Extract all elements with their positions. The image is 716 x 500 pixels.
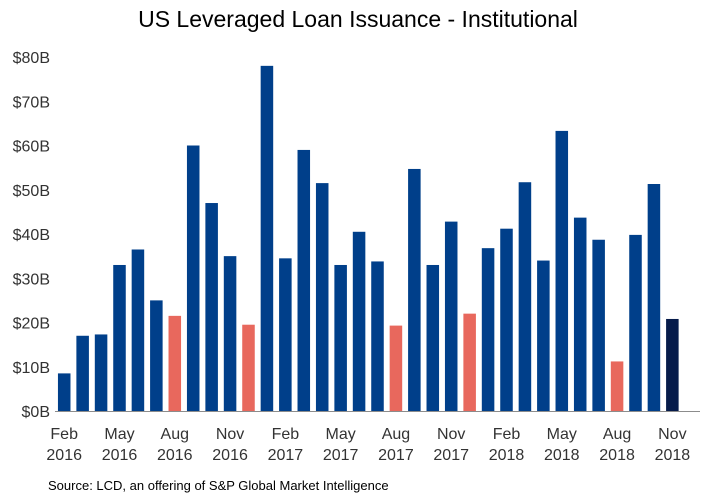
x-tick-month: May bbox=[547, 426, 577, 443]
x-tick-year: 2018 bbox=[489, 447, 525, 464]
x-tick-year: 2016 bbox=[157, 447, 193, 464]
y-tick-label: $10B bbox=[13, 360, 50, 377]
bar bbox=[150, 300, 163, 412]
x-tick-year: 2018 bbox=[655, 447, 691, 464]
y-axis-ticks: $0B $10B $20B $30B $40B $50B $60B $70B $80B bbox=[13, 50, 50, 421]
y-tick-label: $60B bbox=[13, 139, 50, 156]
x-axis-ticks: Feb 2016 May 2016 Aug 2016 Nov 2016 Feb 2017 May 20… bbox=[46, 426, 690, 464]
x-tick-year: 2018 bbox=[599, 447, 635, 464]
bar bbox=[555, 130, 569, 411]
bar bbox=[186, 145, 200, 411]
x-tick-month: Aug bbox=[603, 426, 631, 443]
source-note: Source: LCD, an offering of S&P Global M… bbox=[48, 478, 389, 493]
x-tick-year: 2017 bbox=[323, 447, 359, 464]
bar bbox=[168, 315, 182, 411]
bar bbox=[352, 231, 366, 411]
bar bbox=[573, 217, 587, 411]
bar bbox=[315, 183, 329, 411]
x-tick-year: 2016 bbox=[46, 447, 82, 464]
bar bbox=[297, 149, 311, 411]
bar bbox=[131, 249, 145, 411]
bar bbox=[260, 65, 274, 411]
x-tick-month: Feb bbox=[50, 426, 78, 443]
bar bbox=[629, 234, 642, 411]
bar bbox=[518, 182, 532, 411]
bar bbox=[463, 313, 476, 411]
x-tick-month: Feb bbox=[493, 426, 521, 443]
bar bbox=[647, 184, 661, 411]
bar bbox=[481, 248, 495, 411]
bar bbox=[500, 228, 513, 411]
y-tick-label: $50B bbox=[13, 183, 50, 200]
bar bbox=[666, 318, 679, 411]
bar bbox=[76, 335, 89, 411]
y-tick-label: $40B bbox=[13, 227, 50, 244]
bar bbox=[610, 361, 624, 411]
y-tick-label: $0B bbox=[22, 404, 50, 421]
bar bbox=[113, 264, 126, 411]
x-tick-year: 2018 bbox=[544, 447, 580, 464]
bar bbox=[389, 325, 403, 411]
x-tick-year: 2017 bbox=[378, 447, 414, 464]
x-tick-year: 2016 bbox=[212, 447, 248, 464]
chart-title: US Leveraged Loan Issuance - Institution… bbox=[138, 6, 578, 32]
bar bbox=[279, 258, 292, 411]
bar bbox=[57, 373, 71, 411]
x-tick-month: May bbox=[104, 426, 134, 443]
x-tick-month: Aug bbox=[382, 426, 410, 443]
x-tick-month: Nov bbox=[658, 426, 686, 443]
bar bbox=[371, 261, 384, 411]
y-tick-label: $80B bbox=[13, 50, 50, 67]
bar bbox=[426, 264, 440, 411]
x-tick-month: Nov bbox=[437, 426, 465, 443]
x-tick-year: 2017 bbox=[433, 447, 469, 464]
bar bbox=[408, 168, 421, 411]
bar bbox=[205, 203, 218, 411]
bar bbox=[444, 221, 458, 411]
bar bbox=[242, 324, 255, 411]
y-tick-label: $70B bbox=[13, 94, 50, 111]
bar bbox=[537, 260, 550, 411]
y-tick-label: $20B bbox=[13, 316, 50, 333]
x-tick-month: Feb bbox=[272, 426, 300, 443]
x-tick-month: Nov bbox=[216, 426, 244, 443]
bar bbox=[94, 334, 108, 411]
x-tick-month: Aug bbox=[161, 426, 189, 443]
bars bbox=[57, 65, 679, 412]
x-tick-year: 2016 bbox=[102, 447, 138, 464]
x-tick-month: May bbox=[326, 426, 356, 443]
x-tick-year: 2017 bbox=[268, 447, 304, 464]
bar bbox=[223, 256, 237, 412]
bar bbox=[334, 264, 347, 411]
bar bbox=[592, 239, 605, 411]
y-tick-label: $30B bbox=[13, 271, 50, 288]
